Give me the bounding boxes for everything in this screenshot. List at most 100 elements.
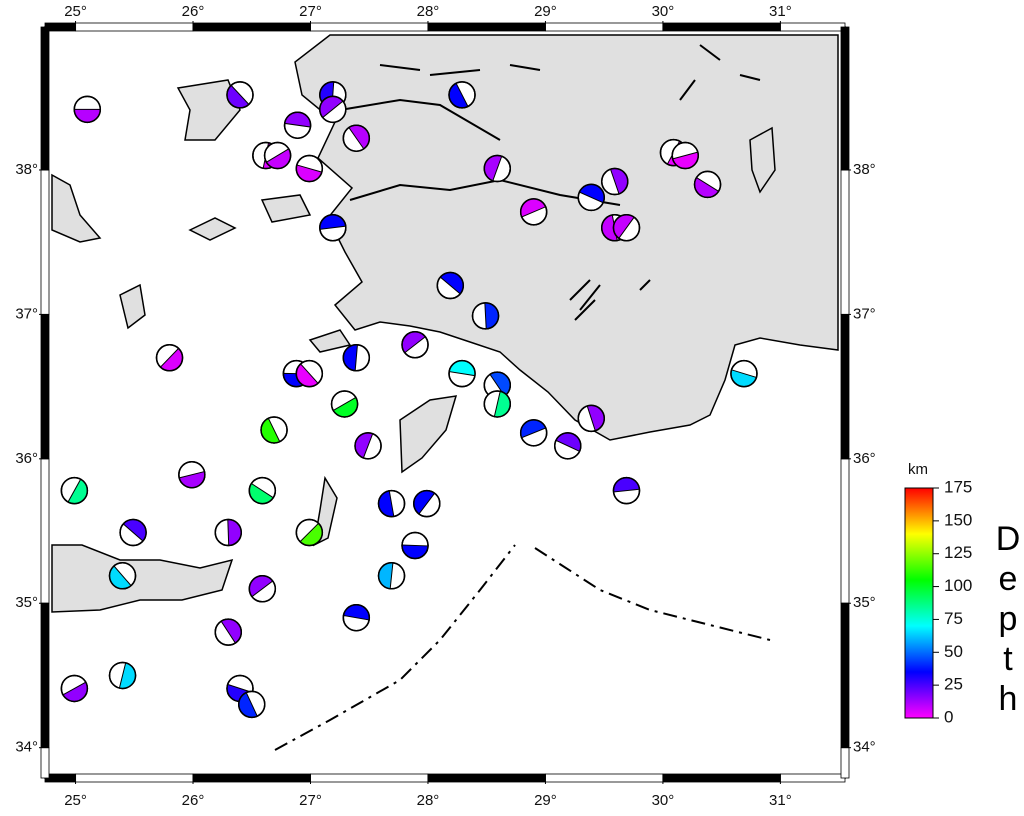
focal-mechanism (73, 95, 102, 124)
beachball-rim (295, 154, 324, 183)
beachball-rim (73, 95, 102, 124)
beachball-rim (377, 562, 406, 590)
focal-mechanism (295, 518, 324, 547)
x-tick-label: 29° (534, 792, 557, 809)
x-tick-label: 27° (299, 3, 322, 20)
frame-bar (840, 458, 850, 604)
x-tick-label: 28° (417, 792, 440, 809)
y-tick-label: 37° (853, 305, 876, 322)
focal-mechanism (354, 432, 382, 460)
beachball-rim (612, 213, 641, 242)
focal-mechanism (612, 213, 641, 242)
frame-bar (40, 169, 50, 315)
x-tick-label: 26° (182, 792, 205, 809)
focal-mechanism (483, 371, 512, 399)
focal-mechanism (693, 170, 722, 199)
colorbar-unit: km (908, 461, 928, 478)
beachball-rim (60, 476, 89, 505)
beachball-rim (342, 603, 371, 632)
frame-bar (40, 458, 50, 604)
island (188, 217, 237, 241)
beachball-rim (155, 343, 184, 372)
beachball-rim (483, 154, 512, 183)
beachball-rim (283, 111, 312, 139)
colorbar-tick-label: 50 (944, 642, 963, 661)
frame-bar (545, 22, 664, 32)
focal-mechanism (283, 111, 312, 139)
frame-bar (75, 22, 194, 32)
focal-mechanism (330, 390, 359, 418)
frame-bar (662, 773, 781, 783)
beachball-rim (554, 432, 582, 460)
colorbar (904, 487, 934, 719)
beachball-rim (401, 330, 429, 359)
y-tick-label: 36° (853, 450, 876, 467)
beachball-rim (342, 343, 371, 372)
beachball-rim (601, 167, 629, 196)
beachball-rim (238, 690, 266, 719)
beachball-rim (319, 213, 347, 242)
frame-bars (39, 21, 851, 784)
y-tick-label: 38° (853, 161, 876, 178)
x-tick-label: 31° (769, 3, 792, 20)
beachball-rim (295, 518, 324, 547)
island (308, 329, 352, 353)
x-tick-label: 27° (299, 792, 322, 809)
colorbar-tick-label: 150 (944, 510, 972, 529)
focal-mechanism (601, 167, 629, 196)
beachball-rim (377, 489, 406, 518)
x-tick-label: 29° (534, 3, 557, 20)
beachball-rim (263, 141, 292, 170)
focal-mechanism (319, 213, 347, 242)
y-tick-label: 34° (15, 739, 38, 756)
focal-mechanism (471, 302, 500, 330)
frame-bar (192, 773, 311, 783)
beachball-rim (436, 271, 465, 300)
colorbar-tick-label: 75 (944, 609, 963, 628)
beachball-rim (342, 124, 371, 152)
land (51, 34, 839, 613)
focal-mechanism (401, 531, 429, 560)
frame-bar (40, 26, 50, 171)
beachball-rim (354, 432, 382, 460)
focal-mechanism (319, 95, 347, 124)
focal-mechanism (342, 124, 371, 152)
beachball-rim (248, 575, 277, 603)
frame-bar (840, 314, 850, 460)
anatolia (294, 34, 839, 441)
focal-mechanism (60, 476, 89, 505)
frame-bar (75, 773, 194, 783)
frame-bar (840, 26, 850, 171)
lesvos (176, 79, 241, 141)
trench (534, 547, 771, 641)
frame-bar (310, 22, 429, 32)
frame-bar (840, 747, 850, 779)
beachball-rim (730, 359, 758, 388)
colorbar-tick-label: 175 (944, 477, 972, 496)
frame-bar (779, 22, 846, 32)
focal-mechanism (226, 81, 254, 109)
focal-mechanism (214, 618, 243, 646)
focal-mechanisms (60, 81, 758, 719)
beachball-rim (577, 183, 606, 212)
x-tick-label: 30° (652, 3, 675, 20)
beachball-rim (413, 489, 441, 518)
beachball-rim (214, 518, 243, 547)
focal-mechanism (263, 141, 292, 170)
fault (569, 279, 651, 321)
island (749, 126, 776, 194)
fault (379, 44, 761, 101)
frame-bar (427, 773, 546, 783)
focal-mechanism (730, 359, 758, 388)
beachball-rim (226, 81, 254, 109)
y-tick-label: 36° (15, 450, 38, 467)
frame-bar (840, 602, 850, 749)
y-tick-label: 38° (15, 161, 38, 178)
frame-bar (192, 22, 311, 32)
x-tick-label: 28° (417, 3, 440, 20)
colorbar-tick-label: 25 (944, 675, 963, 694)
focal-mechanism (483, 154, 512, 183)
fault (349, 178, 621, 206)
beachball-rim (471, 302, 500, 330)
